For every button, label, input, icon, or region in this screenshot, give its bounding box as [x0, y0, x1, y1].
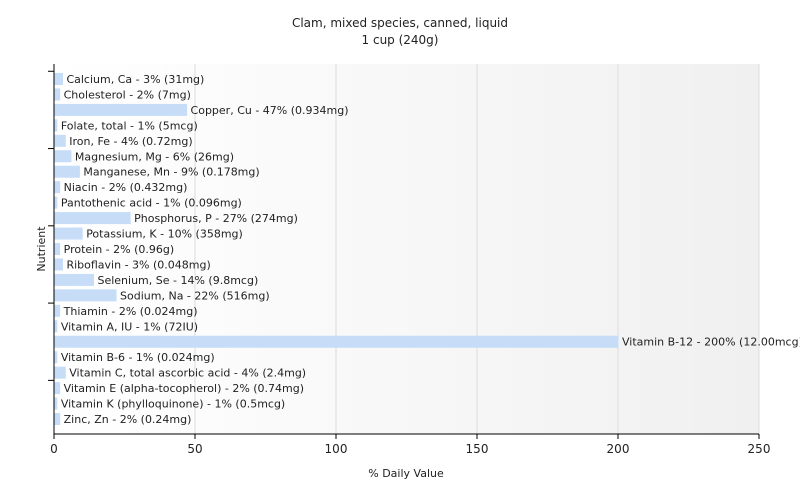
- bar-label: Pantothenic acid - 1% (0.096mg): [61, 197, 242, 210]
- bar-label: Magnesium, Mg - 6% (26mg): [75, 150, 234, 163]
- bar-label: Vitamin K (phylloquinone) - 1% (0.5mcg): [61, 398, 285, 411]
- bar: [54, 88, 61, 101]
- bar-label: Vitamin C, total ascorbic acid - 4% (2.4…: [69, 367, 306, 380]
- chart-subtitle: 1 cup (240g): [362, 33, 439, 47]
- bar: [54, 103, 188, 116]
- bar: [54, 413, 61, 425]
- x-tick-label: 150: [466, 442, 489, 456]
- bar: [54, 304, 61, 317]
- y-axis-label: Nutrient: [35, 226, 48, 272]
- bar: [54, 134, 66, 147]
- x-tick-label: 250: [748, 442, 771, 456]
- bar: [54, 289, 117, 302]
- bar-label: Phosphorus, P - 27% (274mg): [134, 212, 298, 225]
- bar: [54, 397, 58, 410]
- bars-group: [54, 73, 619, 425]
- x-tick-label: 0: [50, 442, 58, 456]
- bar-labels-group: Calcium, Ca - 3% (31mg) Cholesterol - 2% …: [61, 73, 800, 426]
- x-tick-labels: 0 50 100 150 200 250: [50, 442, 770, 456]
- chart-title: Clam, mixed species, canned, liquid: [292, 16, 508, 30]
- bar: [54, 243, 61, 255]
- bar: [54, 335, 619, 348]
- bar-label: Folate, total - 1% (5mcg): [61, 119, 198, 132]
- plot-area: [54, 64, 759, 434]
- bar: [54, 150, 72, 163]
- bar: [54, 196, 58, 209]
- bar: [54, 227, 83, 240]
- bar-label: Riboflavin - 3% (0.048mg): [66, 258, 210, 271]
- bar-label: Potassium, K - 10% (358mg): [86, 228, 243, 241]
- bar-label: Calcium, Ca - 3% (31mg): [66, 73, 204, 86]
- bar-label: Vitamin E (alpha-tocopherol) - 2% (0.74m…: [64, 382, 304, 395]
- bar-label: Selenium, Se - 14% (9.8mcg): [97, 274, 258, 287]
- grid-lines: [194, 64, 760, 434]
- bar: [54, 366, 66, 379]
- bar-label: Vitamin B-6 - 1% (0.024mg): [61, 351, 215, 364]
- bar-label: Manganese, Mn - 9% (0.178mg): [83, 166, 259, 179]
- bar: [54, 119, 58, 132]
- bar: [54, 73, 63, 85]
- bar: [54, 212, 131, 225]
- x-axis-label: % Daily Value: [368, 467, 444, 480]
- bar: [54, 258, 63, 271]
- bar: [54, 351, 58, 364]
- bar: [54, 181, 61, 194]
- bar: [54, 382, 61, 395]
- x-tick-label: 50: [187, 442, 202, 456]
- bar: [54, 273, 94, 286]
- bar-label: Sodium, Na - 22% (516mg): [120, 289, 270, 302]
- bar: [54, 165, 80, 178]
- bar-label: Protein - 2% (0.96g): [64, 243, 175, 256]
- bar: [54, 320, 58, 333]
- bar-label: Copper, Cu - 47% (0.934mg): [191, 104, 349, 117]
- bar-label: Niacin - 2% (0.432mg): [64, 181, 188, 194]
- bar-label: Vitamin A, IU - 1% (72IU): [61, 320, 198, 333]
- bar-label: Vitamin B-12 - 200% (12.00mcg): [622, 336, 800, 349]
- bar-label: Thiamin - 2% (0.024mg): [63, 305, 198, 318]
- bar-label: Zinc, Zn - 2% (0.24mg): [64, 413, 192, 426]
- x-tick-label: 100: [325, 442, 348, 456]
- bar-label: Iron, Fe - 4% (0.72mg): [69, 135, 192, 148]
- bar-label: Cholesterol - 2% (7mg): [64, 88, 191, 101]
- axes-group: [48, 64, 760, 439]
- x-tick-label: 200: [607, 442, 630, 456]
